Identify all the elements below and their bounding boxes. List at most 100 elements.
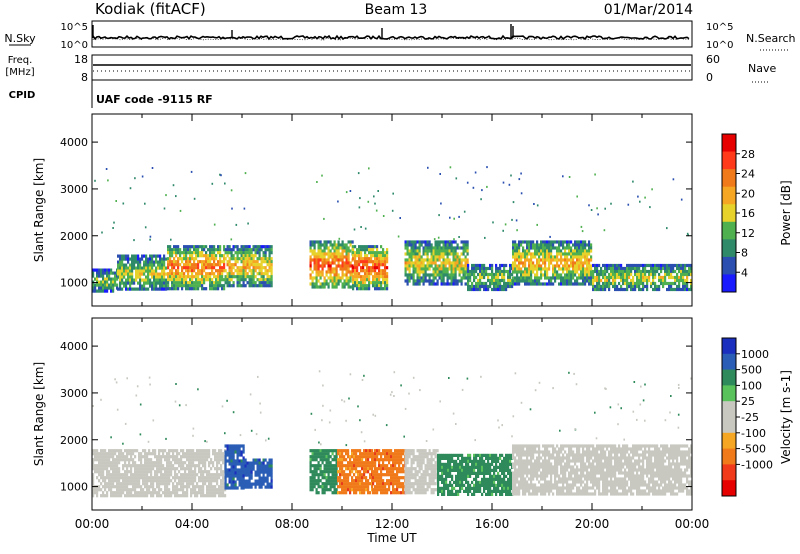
data-cell (323, 464, 326, 468)
data-cell (210, 476, 213, 480)
data-cell (162, 479, 165, 483)
data-cell (376, 248, 379, 252)
data-cell (134, 491, 137, 495)
data-cell (254, 266, 257, 270)
data-cell (165, 287, 168, 291)
data-cell (270, 470, 273, 474)
data-cell (432, 279, 435, 283)
data-cell (185, 263, 188, 267)
speckle-point (113, 221, 115, 224)
data-cell (138, 482, 141, 486)
data-cell (335, 488, 338, 492)
data-cell (376, 479, 379, 483)
data-cell (192, 470, 195, 474)
data-cell (197, 281, 200, 285)
data-cell (266, 461, 269, 465)
data-cell (141, 269, 144, 273)
data-cell (169, 254, 172, 258)
data-cell (323, 249, 326, 253)
data-cell (240, 266, 243, 270)
data-cell (672, 287, 675, 292)
data-cell (325, 470, 328, 474)
data-cell (234, 275, 237, 279)
data-cell (650, 269, 653, 274)
data-cell (512, 249, 515, 253)
data-cell (479, 272, 482, 277)
data-cell (167, 266, 170, 270)
data-cell (177, 245, 180, 249)
data-cell (156, 485, 159, 489)
data-cell (454, 240, 457, 244)
data-cell (194, 485, 197, 489)
data-cell (473, 266, 476, 271)
data-cell (495, 266, 498, 271)
data-cell (606, 269, 609, 274)
data-cell (386, 284, 389, 288)
data-cell (215, 254, 218, 258)
data-cell (232, 468, 235, 472)
data-cell (220, 449, 223, 453)
data-cell (165, 281, 168, 285)
data-cell (94, 455, 97, 459)
data-cell (690, 284, 693, 289)
data-cell (588, 282, 591, 286)
data-cell (364, 281, 367, 285)
data-cell (171, 287, 174, 291)
data-cell (176, 485, 179, 489)
data-cell (157, 254, 160, 258)
data-cell (364, 287, 367, 291)
data-cell (522, 270, 525, 274)
data-cell (100, 455, 103, 459)
data-cell (420, 455, 423, 459)
data-cell (168, 449, 171, 453)
data-cell (501, 287, 504, 292)
data-cell (129, 287, 132, 291)
data-cell (92, 449, 95, 453)
data-cell (467, 275, 470, 280)
data-cell (566, 264, 569, 268)
data-cell (311, 458, 314, 462)
data-cell (608, 263, 611, 268)
data-cell (341, 270, 344, 274)
data-cell (562, 264, 565, 268)
data-cell (604, 272, 607, 277)
data-cell (171, 263, 174, 267)
data-cell (102, 467, 105, 471)
data-cell (139, 266, 142, 270)
data-cell (246, 257, 249, 261)
data-cell (145, 281, 148, 285)
data-cell (446, 282, 449, 286)
data-cell (238, 251, 241, 255)
data-cell (360, 248, 363, 252)
data-cell (374, 488, 377, 492)
data-cell (264, 269, 267, 273)
data-cell (189, 257, 192, 261)
data-cell (155, 281, 158, 285)
data-cell (201, 263, 204, 267)
data-cell (212, 476, 215, 480)
data-cell (132, 449, 135, 453)
data-cell (670, 284, 673, 289)
data-cell (201, 248, 204, 252)
data-cell (544, 249, 547, 253)
data-cell (422, 488, 425, 492)
data-cell (177, 284, 180, 288)
data-cell (315, 273, 318, 277)
data-cell (244, 284, 247, 288)
data-cell (246, 470, 249, 474)
data-cell (146, 485, 149, 489)
data-cell (594, 269, 597, 274)
data-cell (128, 482, 131, 486)
data-cell (148, 458, 151, 462)
data-cell (339, 491, 342, 495)
data-cell (644, 263, 647, 268)
data-cell (127, 266, 130, 270)
data-cell (352, 278, 355, 282)
data-cell (410, 470, 413, 474)
data-cell (351, 464, 354, 468)
data-cell (420, 261, 423, 265)
data-cell (339, 252, 342, 256)
data-cell (524, 279, 527, 283)
data-cell (156, 476, 159, 480)
data-cell (361, 467, 364, 471)
